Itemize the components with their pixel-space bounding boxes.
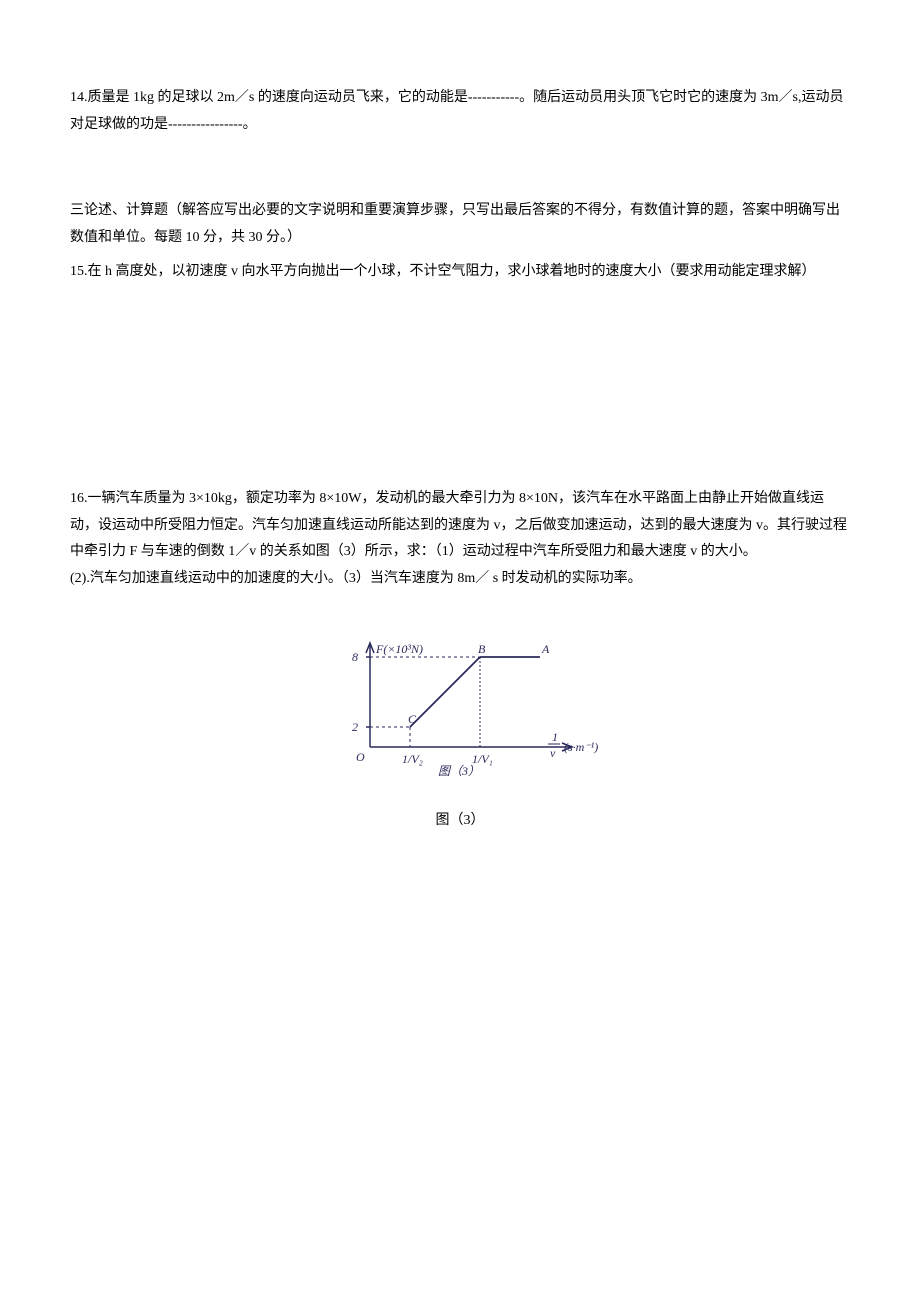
section-3-header-text: 三论述、计算题（解答应写出必要的文字说明和重要演算步骤，只写出最后答案的不得分，… [70, 203, 840, 245]
question-16: 16.一辆汽车质量为 3×10kg，额定功率为 8×10W，发动机的最大牵引力为… [70, 486, 850, 592]
figure-3-caption: 图（3） [70, 808, 850, 835]
svg-text:C: C [408, 712, 417, 726]
figure-3-graph: 82OF(×10³N)1/V₂1/V₁1v(s·m⁻¹)图（3）ABC [320, 627, 600, 777]
svg-text:1: 1 [552, 730, 558, 744]
svg-text:v: v [550, 746, 556, 760]
svg-text:1/V₂: 1/V₂ [402, 752, 423, 766]
question-15: 15.在 h 高度处，以初速度 v 向水平方向抛出一个小球，不计空气阻力，求小球… [70, 259, 850, 286]
question-14: 14.质量是 1kg 的足球以 2m／s 的速度向运动员飞来，它的动能是----… [70, 85, 850, 138]
section-3-header: 三论述、计算题（解答应写出必要的文字说明和重要演算步骤，只写出最后答案的不得分，… [70, 198, 850, 251]
question-15-text: 15.在 h 高度处，以初速度 v 向水平方向抛出一个小球，不计空气阻力，求小球… [70, 264, 816, 279]
svg-text:8: 8 [352, 650, 358, 664]
svg-text:A: A [541, 642, 550, 656]
question-14-text: 14.质量是 1kg 的足球以 2m／s 的速度向运动员飞来，它的动能是----… [70, 90, 843, 132]
svg-text:F(×10³N): F(×10³N) [375, 642, 423, 656]
question-16-line1: 16.一辆汽车质量为 3×10kg，额定功率为 8×10W，发动机的最大牵引力为… [70, 486, 850, 566]
svg-text:(s·m⁻¹): (s·m⁻¹) [564, 740, 598, 754]
figure-3-container: 82OF(×10³N)1/V₂1/V₁1v(s·m⁻¹)图（3）ABC 图（3） [70, 627, 850, 834]
svg-text:图（3）: 图（3） [438, 764, 480, 777]
question-16-line2: (2).汽车匀加速直线运动中的加速度的大小。（3）当汽车速度为 8m／ s 时发… [70, 566, 850, 593]
svg-text:2: 2 [352, 720, 358, 734]
svg-text:B: B [478, 642, 486, 656]
svg-text:O: O [356, 750, 365, 764]
